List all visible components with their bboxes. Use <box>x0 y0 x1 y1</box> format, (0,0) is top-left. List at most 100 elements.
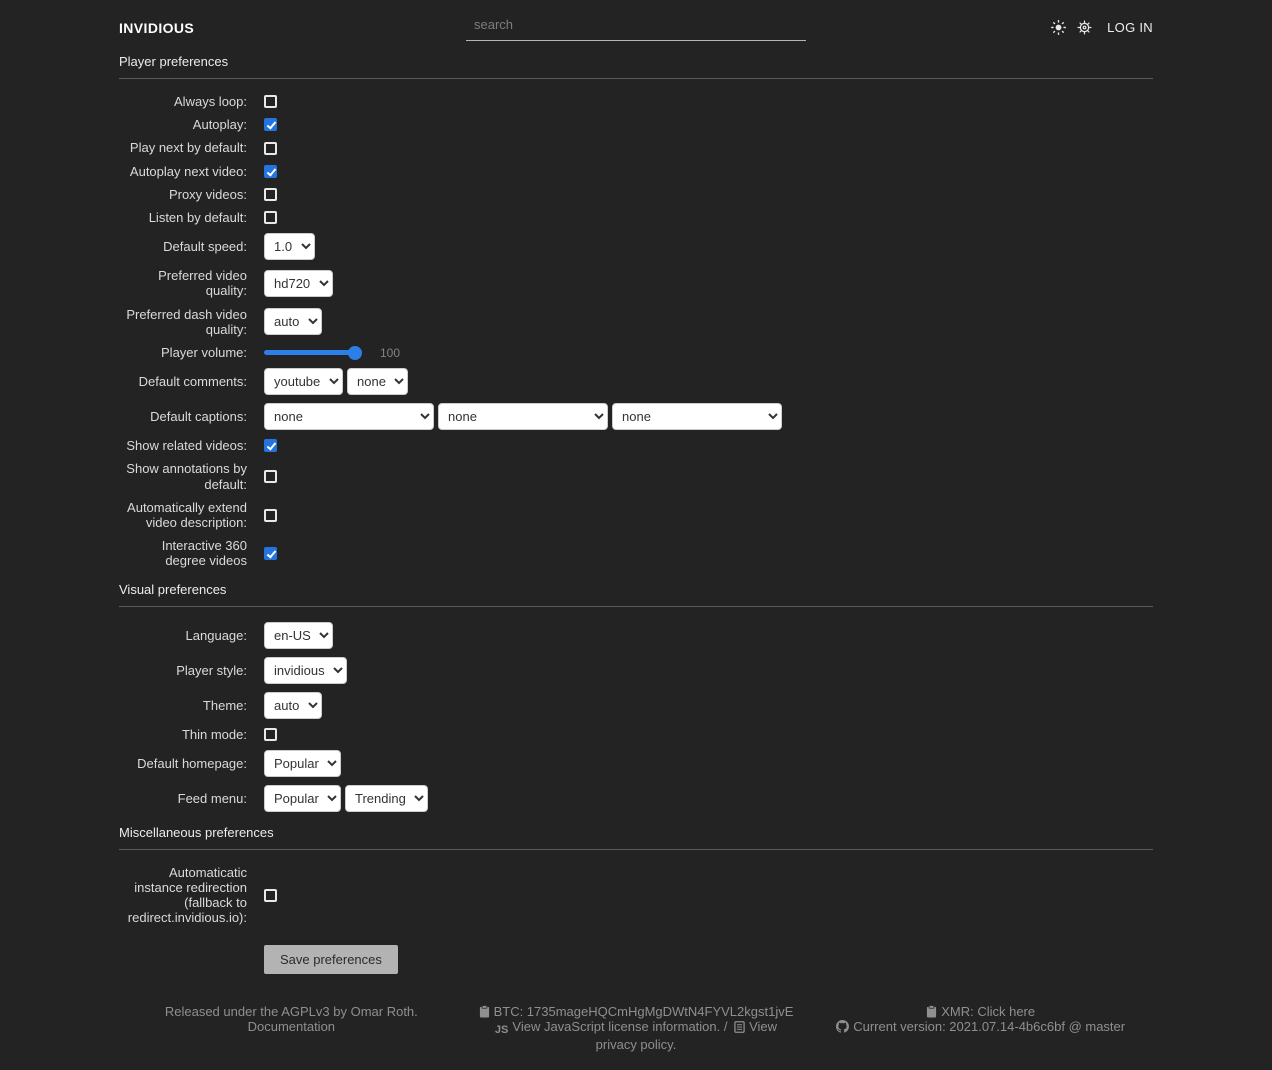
player-volume-value: 100 <box>380 345 401 360</box>
language-select[interactable]: en-US <box>264 621 333 649</box>
preferences-button[interactable] <box>1076 20 1092 36</box>
page-footer: Released under the AGPLv3 by Omar Roth. … <box>119 1004 1153 1070</box>
comments-fallback-select[interactable]: none <box>347 368 408 396</box>
video-quality-select[interactable]: hd720 <box>264 269 333 297</box>
pref-row-autoplay-next: Autoplay next video: <box>119 164 1153 179</box>
comments-primary-select[interactable]: youtube <box>264 368 343 396</box>
theme-select[interactable]: auto <box>264 691 322 719</box>
captions-secondary-select[interactable]: none <box>438 403 608 431</box>
default-speed-select[interactable]: 1.0 <box>264 233 315 261</box>
player-style-label: Player style: <box>176 662 247 678</box>
player-volume-slider[interactable] <box>264 350 362 356</box>
misc-rows: Automaticatic instance redirection (fall… <box>119 865 1153 974</box>
section-title-player: Player preferences <box>119 54 1153 79</box>
auto-redirect-checkbox[interactable] <box>264 888 277 902</box>
pref-row-default-homepage: Default homepage: Popular <box>119 749 1153 777</box>
section-title-misc: Miscellaneous preferences <box>119 825 1153 850</box>
autoplay-checkbox[interactable] <box>264 118 277 132</box>
clipboard-icon[interactable] <box>926 1004 937 1018</box>
feed-menu-select-1[interactable]: Popular <box>264 784 341 812</box>
extend-description-checkbox[interactable] <box>264 508 277 522</box>
pref-row-feed-menu: Feed menu: Popular Trending <box>119 784 1153 812</box>
listen-default-checkbox[interactable] <box>264 211 277 225</box>
pref-row-always-loop: Always loop: <box>119 94 1153 109</box>
default-speed-label: Default speed: <box>163 239 247 255</box>
preferences-page: Player preferences Always loop: Autoplay… <box>119 54 1153 974</box>
section-visual-preferences: Visual preferences Language: en-US Playe… <box>119 582 1153 812</box>
annotations-label: Show annotations by default: <box>126 461 247 492</box>
pref-row-auto-redirect: Automaticatic instance redirection (fall… <box>119 865 1153 926</box>
pref-row-autoplay: Autoplay: <box>119 117 1153 132</box>
footer-left: Released under the AGPLv3 by Omar Roth. … <box>119 1004 464 1053</box>
pref-row-360-videos: Interactive 360 degree videos <box>119 538 1153 568</box>
js-license-link[interactable]: View JavaScript license information. <box>512 1019 721 1034</box>
related-videos-checkbox[interactable] <box>264 439 277 453</box>
default-comments-label: Default comments: <box>138 374 247 390</box>
save-preferences-button[interactable]: Save preferences <box>264 944 398 974</box>
proxy-videos-label: Proxy videos: <box>168 186 247 202</box>
dash-quality-label: Preferred dash video quality: <box>126 306 247 337</box>
github-icon <box>836 1020 850 1033</box>
player-style-select[interactable]: invidious <box>264 656 347 684</box>
pref-row-language: Language: en-US <box>119 621 1153 649</box>
interactive-360-checkbox[interactable] <box>264 546 277 560</box>
pref-row-default-captions: Default captions: none none none <box>119 403 1153 431</box>
theme-toggle-button[interactable] <box>1050 20 1066 36</box>
section-misc-preferences: Miscellaneous preferences Automaticatic … <box>119 825 1153 974</box>
autoplay-next-label: Autoplay next video: <box>129 163 247 179</box>
pref-row-theme: Theme: auto <box>119 691 1153 719</box>
footer-right: XMR: Click here Current version: 2021.07… <box>808 1004 1153 1053</box>
documentation-link[interactable]: Documentation <box>247 1019 336 1034</box>
version-link[interactable]: 2021.07.14-4b6c6bf @ master <box>949 1019 1126 1034</box>
play-next-label: Play next by default: <box>129 140 247 156</box>
xmr-link[interactable]: Click here <box>977 1003 1036 1019</box>
interactive-360-label: Interactive 360 degree videos <box>161 538 247 569</box>
license-line: Released under the AGPLv3 by Omar Roth. <box>164 1003 418 1019</box>
section-player-preferences: Player preferences Always loop: Autoplay… <box>119 54 1153 569</box>
captions-tertiary-select[interactable]: none <box>612 403 782 431</box>
pref-row-player-volume: Player volume: 100 <box>119 345 1153 360</box>
visual-rows: Language: en-US Player style: invidious … <box>119 621 1153 812</box>
dash-quality-select[interactable]: auto <box>264 308 322 336</box>
auto-redirect-label: Automaticatic instance redirection (fall… <box>127 864 247 926</box>
extend-description-label: Automatically extend video description: <box>127 499 247 531</box>
top-navbar: INVIDIOUS <box>119 0 1153 41</box>
pref-row-play-next: Play next by default: <box>119 140 1153 155</box>
pref-row-default-comments: Default comments: youtube none <box>119 368 1153 396</box>
navbar-left: INVIDIOUS <box>119 20 466 36</box>
search-input[interactable] <box>466 14 806 41</box>
default-homepage-select[interactable]: Popular <box>264 749 341 777</box>
clipboard-icon[interactable] <box>479 1004 490 1018</box>
listen-default-label: Listen by default: <box>148 210 247 226</box>
always-loop-checkbox[interactable] <box>264 95 277 109</box>
autoplay-next-checkbox[interactable] <box>264 164 277 178</box>
video-quality-label: Preferred video quality: <box>158 268 247 299</box>
feed-menu-label: Feed menu: <box>177 790 247 806</box>
brand-logo[interactable]: INVIDIOUS <box>119 19 195 36</box>
save-row: Save preferences <box>119 934 1153 974</box>
btc-address[interactable]: BTC: 1735mageHQCmHgMgDWtN4FYVL2kgst1jvE <box>493 1003 794 1019</box>
pref-row-dash-quality: Preferred dash video quality: auto <box>119 307 1153 337</box>
play-next-checkbox[interactable] <box>264 141 277 155</box>
pref-row-extend-description: Automatically extend video description: <box>119 500 1153 530</box>
thin-mode-checkbox[interactable] <box>264 727 277 741</box>
login-link[interactable]: LOG IN <box>1107 20 1153 35</box>
footer-center: BTC: 1735mageHQCmHgMgDWtN4FYVL2kgst1jvE … <box>464 1004 809 1053</box>
thin-mode-label: Thin mode: <box>181 726 247 742</box>
always-loop-label: Always loop: <box>174 94 247 109</box>
player-volume-label: Player volume: <box>161 345 247 361</box>
pref-row-proxy-videos: Proxy videos: <box>119 187 1153 202</box>
captions-primary-select[interactable]: none <box>264 403 434 431</box>
footer-separator: / <box>720 1019 732 1034</box>
language-label: Language: <box>185 627 247 643</box>
annotations-checkbox[interactable] <box>264 470 277 484</box>
pref-row-video-quality: Preferred video quality: hd720 <box>119 268 1153 298</box>
proxy-videos-checkbox[interactable] <box>264 187 277 201</box>
theme-label: Theme: <box>202 697 247 713</box>
pref-row-annotations: Show annotations by default: <box>119 461 1153 492</box>
xmr-prefix: XMR: <box>941 1003 978 1019</box>
feed-menu-select-2[interactable]: Trending <box>345 784 428 812</box>
sun-icon <box>1050 20 1066 35</box>
default-captions-label: Default captions: <box>150 409 247 425</box>
autoplay-label: Autoplay: <box>192 117 247 133</box>
